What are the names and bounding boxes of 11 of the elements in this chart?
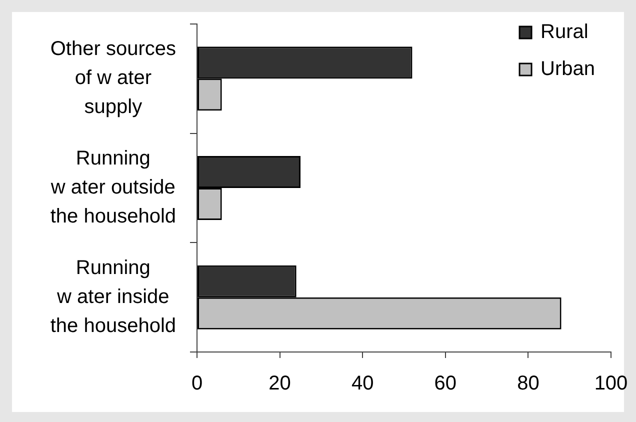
y-tick-label: Running w ater outside the household — [50, 148, 176, 228]
x-tick-label: 40 — [351, 372, 374, 395]
x-tick-label: 60 — [434, 372, 457, 395]
x-tick-label: 0 — [191, 372, 203, 395]
y-tick-label: Other sources of w ater supply — [50, 38, 176, 118]
legend-label: Rural — [540, 21, 588, 44]
x-tick-label: 20 — [268, 372, 291, 395]
y-tick-label: Running w ater inside the household — [50, 256, 176, 337]
x-tick-label: 100 — [594, 372, 628, 395]
x-tick-label: 80 — [517, 372, 540, 395]
legend-label: Urban — [540, 58, 596, 80]
